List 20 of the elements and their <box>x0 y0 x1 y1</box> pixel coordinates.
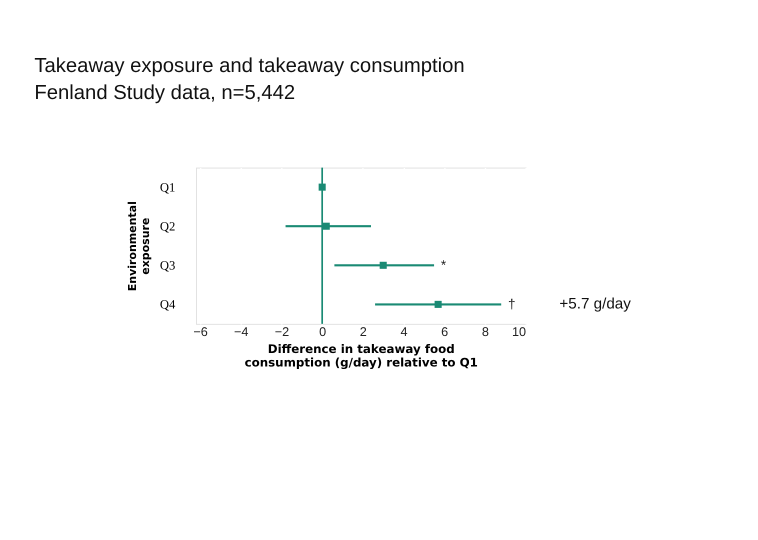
annotation: * <box>440 258 447 273</box>
y-tick-label: Q3 <box>160 258 176 273</box>
x-tick-label: 4 <box>400 325 408 340</box>
x-tick-label: 8 <box>482 325 489 340</box>
y-axis-title: Environmental exposure <box>126 201 152 292</box>
text: +5.7 g/day <box>559 296 632 313</box>
y-tick-label: Q4 <box>160 298 176 312</box>
x-tick-label: −2 <box>274 325 290 340</box>
annotation: † <box>508 296 516 312</box>
x-tick-label: 10 <box>512 325 526 340</box>
x-tick-label: 0 <box>319 325 326 340</box>
x-tick-label: 6 <box>441 325 448 340</box>
x-axis-title: Difference in takeaway food consumption (g/day) relative to Q1 <box>244 342 478 370</box>
x-tick-label: −4 <box>234 325 248 340</box>
x-tick-label: −6 <box>193 325 208 340</box>
y-tick-label: Q1 <box>160 180 176 194</box>
chart-subtitle: Fenland Study data, n=5,442 <box>34 82 296 104</box>
x-tick-label: 2 <box>360 325 367 340</box>
chart-title: Takeaway exposure and takeaway consumption <box>34 55 465 78</box>
y-tick-label: Q2 <box>160 219 176 234</box>
